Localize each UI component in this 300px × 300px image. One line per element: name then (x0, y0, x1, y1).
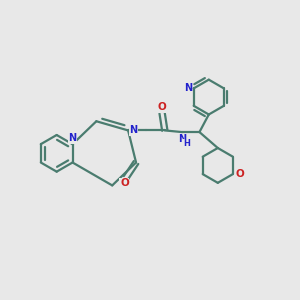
Text: O: O (120, 178, 129, 188)
Text: N: N (129, 125, 137, 135)
Text: O: O (158, 102, 167, 112)
Text: O: O (236, 169, 244, 179)
Text: N: N (68, 133, 76, 143)
Text: N: N (178, 134, 186, 144)
Text: H: H (183, 139, 190, 148)
Text: N: N (184, 83, 192, 93)
